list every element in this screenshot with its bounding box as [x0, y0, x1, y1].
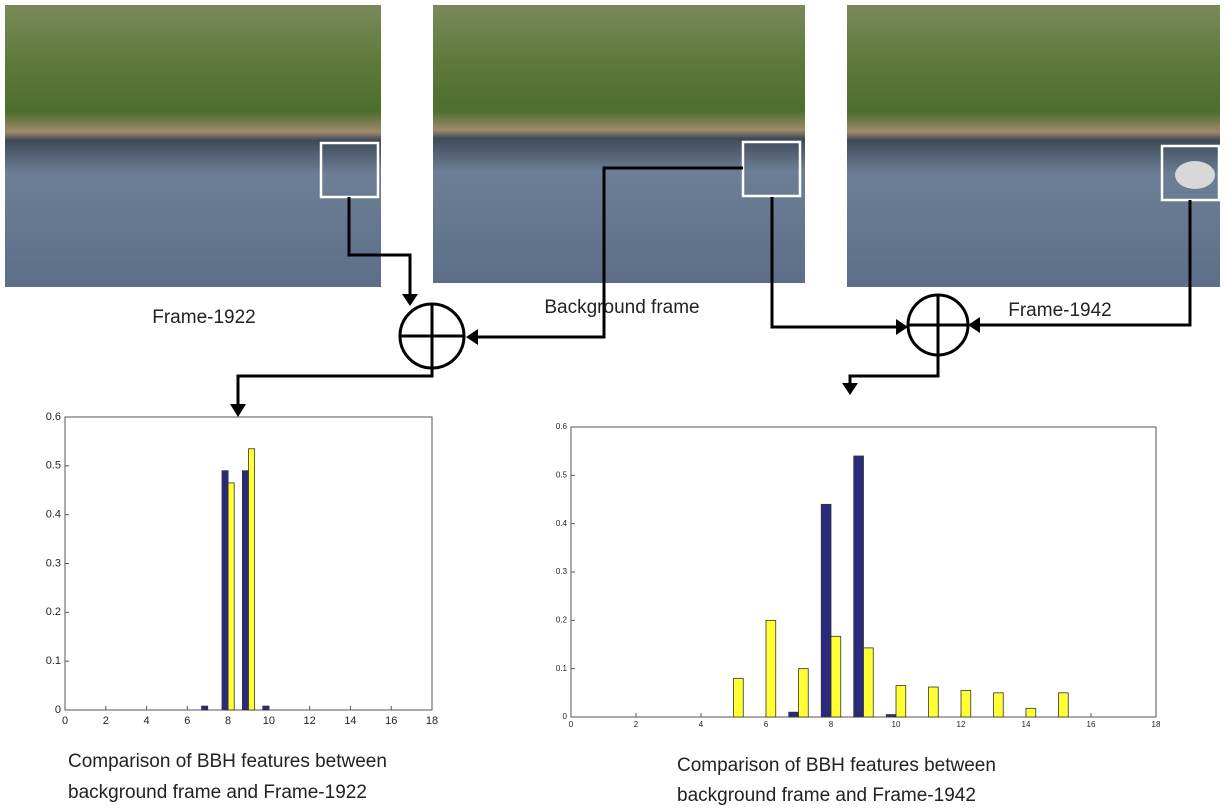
arrow-head [466, 329, 478, 345]
x-tick-label: 8 [225, 715, 231, 727]
x-tick-label: 0 [62, 715, 68, 727]
x-tick-label: 12 [304, 715, 316, 727]
photo [5, 5, 381, 287]
bar [961, 690, 971, 717]
bar [228, 483, 234, 710]
bar [222, 471, 228, 710]
bar [864, 648, 874, 717]
figure: Frame-1922 Background frame Frame-1942 0… [0, 0, 1228, 809]
caption: background frame and Frame-1942 [677, 785, 976, 806]
arrow-head [842, 383, 858, 395]
bar [242, 471, 248, 710]
arrow-head [402, 294, 418, 306]
arrow-head [968, 317, 980, 333]
boat [1175, 161, 1215, 189]
y-tick-label: 0.5 [556, 470, 568, 479]
caption: background frame and Frame-1922 [68, 782, 367, 803]
x-tick-label: 0 [569, 720, 574, 729]
y-tick-label: 0 [563, 712, 568, 721]
frame-label: Frame-1922 [152, 307, 256, 328]
x-tick-label: 18 [426, 715, 438, 727]
bar [854, 456, 864, 717]
x-tick-label: 2 [103, 715, 109, 727]
x-tick-label: 6 [184, 715, 190, 727]
bar [1059, 693, 1069, 717]
y-tick-label: 0.4 [46, 509, 61, 521]
bar [1026, 708, 1036, 717]
x-tick-label: 14 [344, 715, 356, 727]
bar [789, 712, 799, 717]
arrow-head [896, 319, 908, 335]
photos [5, 5, 1220, 287]
x-tick-label: 8 [829, 720, 834, 729]
x-tick-label: 4 [699, 720, 704, 729]
frame-label: Frame-1942 [1008, 300, 1112, 321]
x-tick-label: 12 [957, 720, 966, 729]
bar [821, 504, 831, 717]
frame-label: Background frame [544, 297, 699, 318]
bar [202, 706, 208, 710]
arrow [850, 355, 938, 386]
bar [734, 678, 744, 717]
bar [929, 687, 939, 717]
y-tick-label: 0.2 [556, 615, 568, 624]
x-tick-label: 10 [263, 715, 275, 727]
x-tick-label: 16 [1087, 720, 1096, 729]
arrow [238, 368, 432, 408]
y-tick-label: 0 [55, 704, 61, 716]
bar [886, 715, 896, 717]
y-tick-label: 0.6 [556, 422, 568, 431]
y-tick-label: 0.3 [556, 567, 568, 576]
x-tick-label: 10 [892, 720, 901, 729]
arrow-head [230, 404, 246, 417]
bar [831, 636, 841, 717]
bar [249, 449, 255, 710]
x-tick-label: 6 [764, 720, 769, 729]
bar [766, 620, 776, 717]
bar [896, 686, 906, 717]
y-tick-label: 0.1 [46, 655, 61, 667]
bar [994, 693, 1004, 717]
y-tick-label: 0.3 [46, 557, 61, 569]
y-tick-label: 0.1 [556, 664, 568, 673]
y-tick-label: 0.5 [46, 460, 61, 472]
x-tick-label: 16 [385, 715, 397, 727]
bar [263, 706, 269, 710]
caption: Comparison of BBH features between [68, 751, 387, 772]
x-tick-label: 2 [634, 720, 639, 729]
y-tick-label: 0.2 [46, 606, 61, 618]
y-tick-label: 0.4 [556, 519, 568, 528]
y-tick-label: 0.6 [46, 411, 61, 423]
bar [799, 669, 809, 717]
x-tick-label: 4 [143, 715, 149, 727]
caption: Comparison of BBH features between [677, 755, 996, 776]
x-tick-label: 14 [1022, 720, 1031, 729]
x-tick-label: 18 [1152, 720, 1161, 729]
photo [433, 5, 805, 283]
